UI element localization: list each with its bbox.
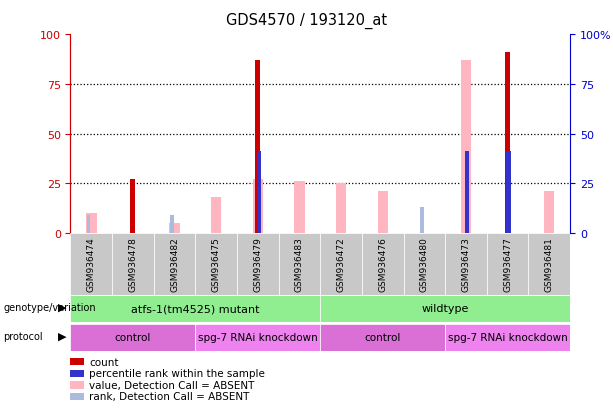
Bar — [445, 324, 570, 351]
Bar — [256, 61, 261, 233]
Bar — [196, 324, 321, 351]
Text: genotype/variation: genotype/variation — [3, 302, 96, 312]
Bar — [112, 233, 154, 295]
Bar — [321, 295, 570, 322]
Bar — [170, 216, 173, 233]
Text: control: control — [115, 332, 151, 343]
Bar — [294, 182, 305, 233]
Text: spg-7 RNAi knockdown: spg-7 RNAi knockdown — [447, 332, 568, 343]
Text: GSM936482: GSM936482 — [170, 236, 179, 291]
Bar — [465, 152, 469, 233]
Bar — [237, 233, 279, 295]
Text: GSM936472: GSM936472 — [337, 236, 346, 291]
Text: GSM936481: GSM936481 — [545, 236, 554, 291]
Text: spg-7 RNAi knockdown: spg-7 RNAi knockdown — [198, 332, 318, 343]
Text: GSM936477: GSM936477 — [503, 236, 512, 291]
Bar — [70, 233, 112, 295]
Text: count: count — [89, 357, 118, 367]
Bar — [378, 192, 388, 233]
Bar — [336, 184, 346, 233]
Text: ▶: ▶ — [58, 302, 66, 312]
Bar — [421, 208, 424, 233]
Text: control: control — [365, 332, 401, 343]
Text: GSM936478: GSM936478 — [129, 236, 137, 291]
Bar — [257, 152, 261, 233]
Text: GSM936474: GSM936474 — [87, 236, 96, 291]
Text: wildtype: wildtype — [422, 304, 469, 314]
Text: rank, Detection Call = ABSENT: rank, Detection Call = ABSENT — [89, 392, 249, 401]
Bar — [279, 233, 321, 295]
Bar — [211, 198, 221, 233]
Text: value, Detection Call = ABSENT: value, Detection Call = ABSENT — [89, 380, 254, 390]
Bar — [86, 214, 96, 233]
Bar — [321, 324, 445, 351]
Bar — [544, 192, 555, 233]
Text: GSM936479: GSM936479 — [253, 236, 262, 291]
Bar — [445, 233, 487, 295]
Bar — [321, 233, 362, 295]
Text: GSM936480: GSM936480 — [420, 236, 429, 291]
Bar — [87, 216, 91, 233]
Bar — [403, 233, 445, 295]
Bar — [506, 152, 511, 233]
Text: GSM936483: GSM936483 — [295, 236, 304, 291]
Text: GDS4570 / 193120_at: GDS4570 / 193120_at — [226, 12, 387, 28]
Bar — [487, 233, 528, 295]
Bar — [253, 180, 263, 233]
Bar — [70, 295, 321, 322]
Bar — [169, 223, 180, 233]
Bar — [505, 53, 510, 233]
Text: GSM936473: GSM936473 — [462, 236, 471, 291]
Bar — [131, 180, 135, 233]
Bar — [196, 233, 237, 295]
Text: atfs-1(tm4525) mutant: atfs-1(tm4525) mutant — [131, 304, 260, 314]
Text: percentile rank within the sample: percentile rank within the sample — [89, 368, 265, 378]
Bar — [461, 61, 471, 233]
Bar — [362, 233, 403, 295]
Bar — [528, 233, 570, 295]
Bar — [154, 233, 196, 295]
Text: ▶: ▶ — [58, 331, 66, 341]
Text: GSM936475: GSM936475 — [211, 236, 221, 291]
Text: GSM936476: GSM936476 — [378, 236, 387, 291]
Bar — [70, 324, 196, 351]
Text: protocol: protocol — [3, 331, 43, 341]
